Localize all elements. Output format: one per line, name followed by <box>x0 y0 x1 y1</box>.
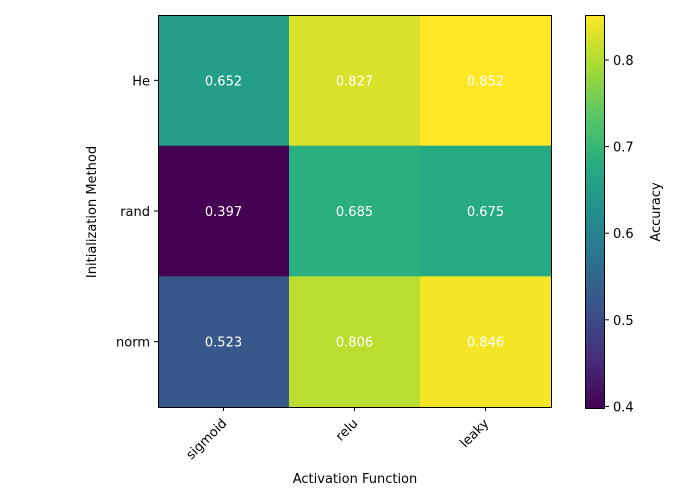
cell-value-label: 0.675 <box>467 205 504 220</box>
x-axis-label: Activation Function <box>293 472 418 487</box>
y-axis-ticks: He rand norm <box>116 74 158 351</box>
heatmap-cell <box>420 276 552 408</box>
heatmap-cell-labels: 0.652 0.827 0.852 0.397 0.685 0.675 0.523 0.806… <box>205 74 504 350</box>
x-tick-label: leaky <box>457 416 492 451</box>
colorbar-label: Accuracy <box>649 182 664 242</box>
cell-value-label: 0.846 <box>467 336 504 351</box>
cell-value-label: 0.852 <box>467 74 504 89</box>
colorbar-tick-label: 0.6 <box>613 227 634 242</box>
y-tick-label: He <box>132 74 150 89</box>
y-tick-label: norm <box>116 336 150 351</box>
heatmap-cells <box>158 15 552 408</box>
heatmap-cell <box>289 276 421 408</box>
colorbar-tick-label: 0.8 <box>613 54 634 69</box>
cell-value-label: 0.685 <box>336 205 373 220</box>
heatmap-cell <box>289 15 421 147</box>
heatmap-cell <box>158 15 290 147</box>
heatmap-cell <box>158 145 290 277</box>
colorbar-frame <box>585 15 605 409</box>
x-tick-label: relu <box>333 416 361 444</box>
cell-value-label: 0.652 <box>205 74 242 89</box>
heatmap-cell <box>289 145 421 277</box>
colorbar-tick-label: 0.4 <box>613 400 634 415</box>
cell-value-label: 0.827 <box>336 74 373 89</box>
x-tick-label: sigmoid <box>184 416 231 463</box>
y-axis-label: Initialization Method <box>85 146 100 278</box>
colorbar-ticks: 0.4 0.5 0.6 0.7 0.8 <box>605 54 634 415</box>
heatmap-cell <box>420 15 552 147</box>
cell-value-label: 0.397 <box>205 205 242 220</box>
y-tick-label: rand <box>120 205 150 220</box>
heatmap-cell <box>420 145 552 277</box>
colorbar-tick-label: 0.5 <box>613 314 634 329</box>
heatmap-cell <box>158 276 290 408</box>
cell-value-label: 0.806 <box>336 336 373 351</box>
colorbar <box>585 15 605 409</box>
cell-value-label: 0.523 <box>205 336 242 351</box>
x-axis-ticks: sigmoid relu leaky <box>184 407 493 463</box>
colorbar-tick-label: 0.7 <box>613 141 634 156</box>
